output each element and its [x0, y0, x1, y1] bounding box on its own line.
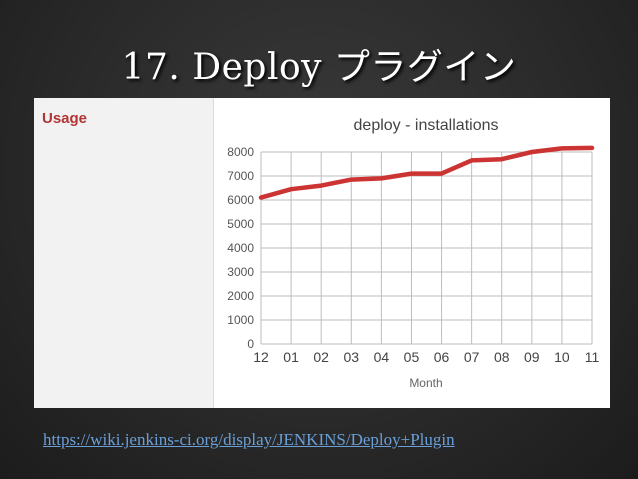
x-tick-label: 11 [585, 349, 600, 365]
y-tick-label: 4000 [227, 241, 254, 255]
x-tick-label: 01 [283, 349, 299, 365]
y-tick-labels: 0 1000 2000 3000 4000 5000 6000 7000 8000 [227, 145, 254, 351]
slide-title: 17. Deploy プラグイン [121, 47, 517, 88]
installations-chart: deploy - installations Month 0 1000 2000 30… [227, 117, 599, 390]
chart-grid [260, 151, 593, 345]
x-tick-label: 03 [343, 349, 359, 365]
data-point [501, 158, 503, 160]
data-point [441, 173, 443, 175]
y-tick-label: 1000 [227, 313, 254, 327]
x-axis-label: Month [409, 376, 442, 390]
usage-panel: Usage deploy - installations Month 0 1000… [34, 98, 610, 408]
data-point [410, 173, 412, 175]
data-point [531, 151, 533, 153]
x-tick-label: 12 [253, 349, 269, 365]
x-tick-label: 05 [404, 349, 420, 365]
data-point [471, 159, 473, 161]
data-point [290, 188, 292, 190]
y-tick-label: 5000 [227, 217, 254, 231]
usage-label: Usage [42, 110, 88, 127]
data-point [561, 147, 563, 149]
data-point [320, 185, 322, 187]
y-tick-label: 2000 [227, 289, 254, 303]
y-tick-label: 7000 [227, 169, 254, 183]
y-tick-label: 0 [247, 337, 254, 351]
x-tick-label: 02 [313, 349, 329, 365]
data-point [591, 147, 593, 149]
data-point [350, 179, 352, 181]
series-group [258, 145, 595, 200]
plugin-link[interactable]: https://wiki.jenkins-ci.org/display/JENK… [43, 430, 455, 449]
x-tick-label: 06 [434, 349, 450, 365]
series-line [258, 145, 595, 200]
x-tick-label: 07 [464, 349, 480, 365]
y-tick-label: 6000 [227, 193, 254, 207]
data-point [380, 177, 382, 179]
chart-title: deploy - installations [354, 117, 499, 134]
y-tick-label: 3000 [227, 265, 254, 279]
x-tick-label: 10 [554, 349, 570, 365]
data-point [260, 197, 262, 199]
x-tick-labels: 12 01 02 03 04 05 06 07 08 09 10 11 [253, 349, 599, 365]
sidebar: Usage [34, 98, 214, 408]
x-tick-label: 08 [494, 349, 510, 365]
x-tick-label: 09 [524, 349, 540, 365]
x-tick-label: 04 [374, 349, 390, 365]
y-tick-label: 8000 [227, 145, 254, 159]
